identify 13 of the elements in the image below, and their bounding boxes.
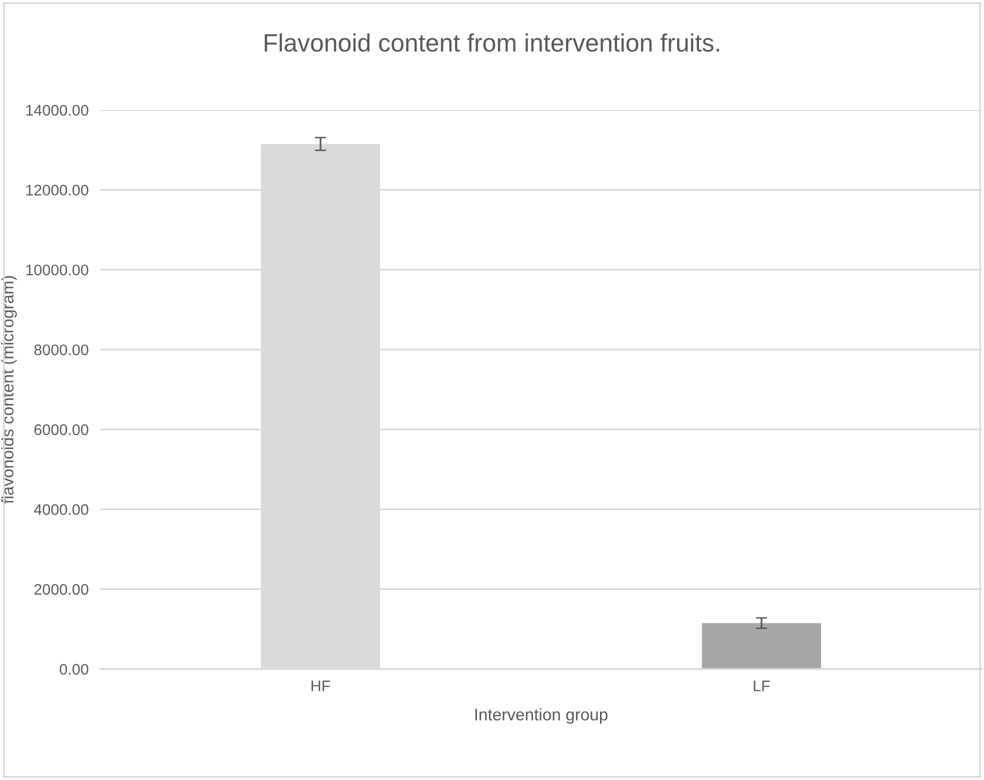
- y-tick-label: 4000.00: [34, 504, 88, 515]
- y-tick-label: 8000.00: [34, 344, 88, 356]
- y-tick-label: 0.00: [60, 664, 88, 675]
- y-tick-label: 6000.00: [34, 424, 88, 436]
- x-tick-label: LF: [754, 680, 770, 692]
- y-tick-label: 14000.00: [26, 104, 88, 116]
- y-axis-title: flavonoids content (microgram): [1, 276, 17, 504]
- chart-title: Flavonoid content from intervention fruits.: [264, 33, 720, 52]
- x-axis-title: Intervention group: [475, 708, 608, 724]
- y-tick-label: 2000.00: [34, 584, 88, 595]
- y-tick-label: 10000.00: [26, 264, 88, 276]
- x-tick-label: HF: [312, 680, 330, 692]
- y-tick-label: 12000.00: [26, 184, 88, 196]
